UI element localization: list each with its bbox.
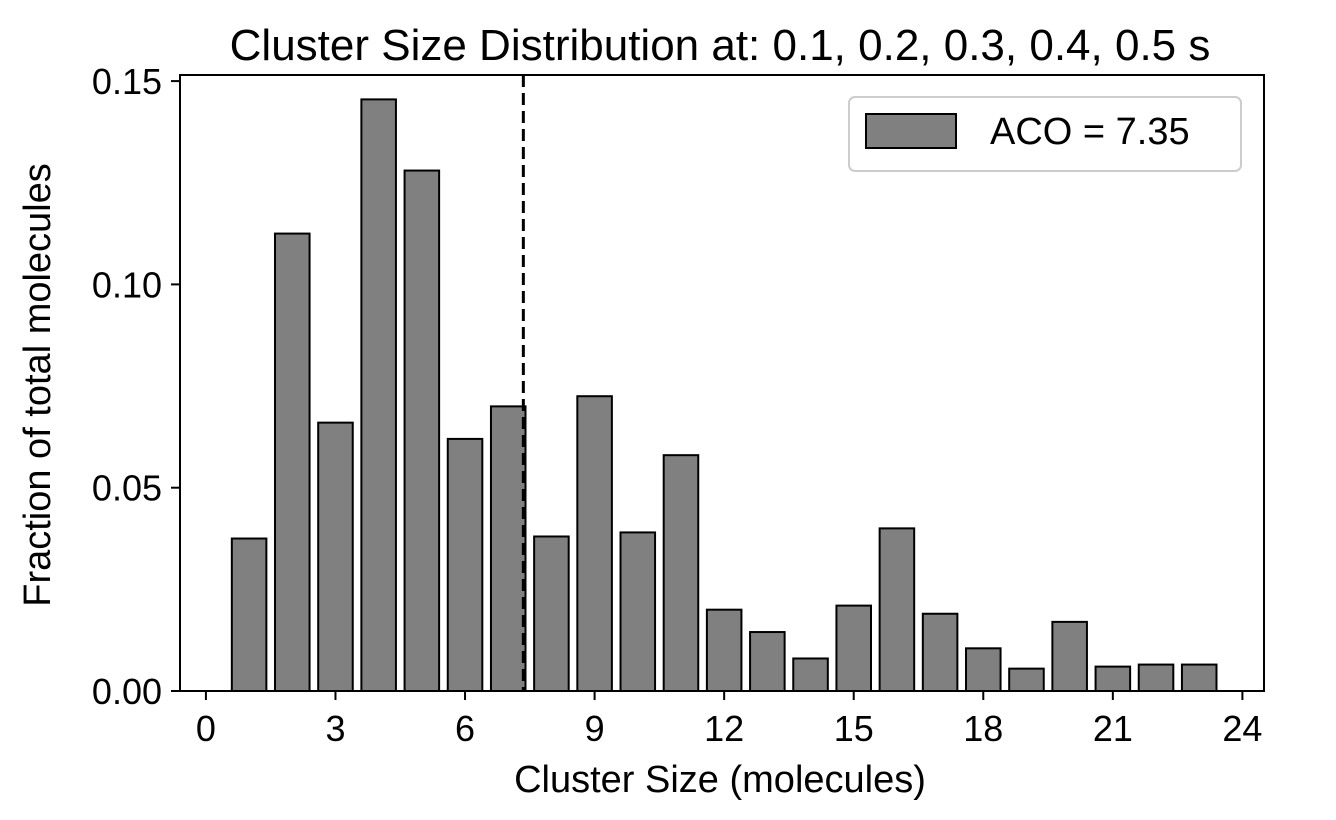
bar-21 — [1094, 665, 1132, 692]
bar-18 — [965, 647, 1002, 693]
bar-14 — [792, 657, 829, 692]
bar-23 — [1180, 663, 1218, 693]
x-tick-label-15: 15 — [834, 708, 874, 749]
chart-title: Cluster Size Distribution at: 0.1, 0.2, … — [230, 21, 1211, 70]
x-tick-label-24: 24 — [1222, 708, 1262, 749]
x-tick-label-12: 12 — [704, 708, 744, 749]
x-axis: 0 3 6 9 12 15 18 21 24 — [196, 691, 1262, 749]
bar-11 — [662, 454, 700, 693]
bar-2 — [274, 232, 311, 693]
x-tick-label-18: 18 — [963, 708, 1003, 749]
bar-9 — [576, 395, 613, 692]
y-tick-label-0.00: 0.00 — [92, 671, 162, 712]
x-tick-label-21: 21 — [1093, 708, 1133, 749]
y-axis-label: Fraction of total molecules — [17, 163, 59, 607]
plot-frame — [179, 74, 1265, 692]
bar-17 — [921, 612, 959, 692]
bar-3 — [317, 421, 354, 692]
bar-10 — [619, 531, 657, 692]
legend-swatch — [865, 113, 957, 149]
bar-1 — [230, 537, 268, 693]
legend: ACO = 7.35 — [848, 96, 1242, 172]
y-tick-label-0.10: 0.10 — [92, 264, 162, 305]
bar-22 — [1137, 663, 1175, 693]
y-tick-label-0.05: 0.05 — [92, 468, 162, 509]
x-tick-label-0: 0 — [196, 708, 216, 749]
bar-7 — [489, 405, 527, 692]
x-tick-label-3: 3 — [325, 708, 345, 749]
bar-4 — [360, 98, 397, 692]
bar-6 — [446, 437, 484, 692]
bar-19 — [1008, 667, 1045, 692]
x-tick-label-6: 6 — [455, 708, 475, 749]
bars-group — [230, 98, 1218, 693]
y-axis: 0.00 0.05 0.10 0.15 — [92, 61, 180, 712]
bar-20 — [1051, 620, 1088, 692]
bar-16 — [878, 527, 916, 692]
x-axis-label: Cluster Size (molecules) — [514, 759, 926, 801]
bar-8 — [533, 535, 570, 693]
x-tick-label-9: 9 — [585, 708, 605, 749]
bar-13 — [749, 631, 786, 693]
legend-label: ACO = 7.35 — [990, 111, 1190, 153]
y-tick-label-0.15: 0.15 — [92, 61, 162, 102]
bar-5 — [403, 169, 441, 693]
bar-12 — [705, 608, 743, 692]
bar-15 — [835, 604, 872, 693]
